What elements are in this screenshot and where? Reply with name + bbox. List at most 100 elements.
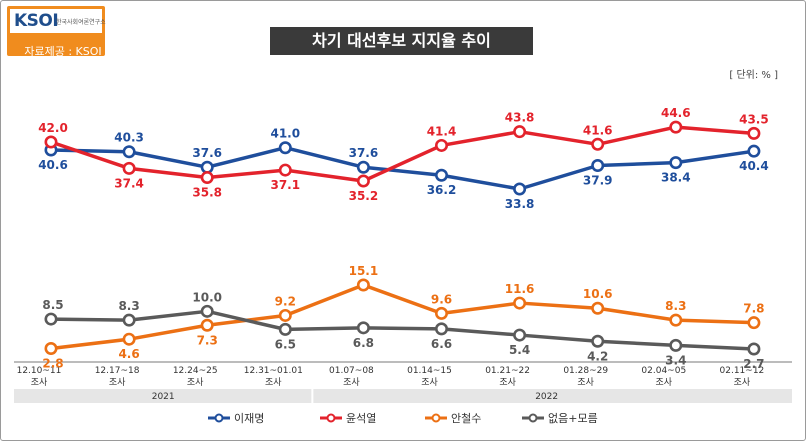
data-label: 8.5 — [42, 298, 63, 312]
data-point — [278, 141, 292, 155]
legend-label: 안철수 — [451, 412, 481, 425]
data-label: 42.0 — [38, 121, 68, 135]
data-label: 35.2 — [349, 189, 379, 203]
data-point — [200, 318, 214, 332]
data-point — [356, 160, 370, 174]
data-label: 37.6 — [192, 146, 222, 160]
legend-label: 윤석열 — [346, 412, 376, 425]
legend-label: 이재명 — [234, 412, 264, 425]
x-tick-sublabel: 조사 — [499, 377, 516, 388]
data-point — [278, 308, 292, 322]
data-point — [356, 278, 370, 292]
data-point — [278, 163, 292, 177]
data-point — [200, 304, 214, 318]
data-label: 36.2 — [427, 183, 457, 197]
data-label: 37.4 — [114, 176, 144, 190]
data-label: 37.1 — [270, 178, 300, 192]
x-tick-label: 02.04~05 — [641, 366, 686, 376]
chart-title: 차기 대선후보 지지율 추이 — [270, 27, 533, 55]
data-point — [434, 306, 448, 320]
data-point — [591, 137, 605, 151]
data-point — [122, 313, 136, 327]
x-tick-sublabel: 조사 — [577, 377, 594, 388]
data-point — [200, 171, 214, 185]
data-point — [356, 321, 370, 335]
logo-badge: KSOI 한국사회여론연구소 자료제공 : KSOI — [7, 6, 106, 58]
data-label: 9.6 — [431, 292, 452, 306]
series-line — [50, 283, 754, 351]
data-label: 5.4 — [509, 343, 530, 357]
data-label: 40.6 — [38, 158, 68, 172]
x-tick-sublabel: 조사 — [187, 377, 204, 388]
data-point — [747, 342, 761, 356]
data-point — [513, 125, 527, 139]
data-point — [669, 120, 683, 134]
data-label: 11.6 — [505, 282, 535, 296]
data-label: 43.5 — [739, 112, 769, 126]
data-label: 35.8 — [192, 186, 222, 200]
data-label: 41.6 — [583, 123, 613, 137]
data-label: 37.9 — [583, 174, 613, 188]
data-point — [122, 332, 136, 346]
unit-label: [ 단위: % ] — [729, 70, 778, 81]
data-label: 7.8 — [743, 302, 764, 316]
data-label: 2.7 — [743, 357, 764, 371]
x-tick-label: 01.07~08 — [329, 366, 374, 376]
data-label: 4.2 — [587, 349, 608, 363]
x-tick-sublabel: 조사 — [421, 377, 438, 388]
data-label: 2.8 — [42, 356, 63, 370]
data-label: 15.1 — [349, 264, 379, 278]
x-tick-label: 12.31~01.01 — [244, 366, 303, 376]
data-point — [747, 144, 761, 158]
data-label: 40.4 — [739, 159, 769, 173]
year-label: 2021 — [152, 392, 175, 402]
x-tick-sublabel: 조사 — [109, 377, 126, 388]
data-label: 10.0 — [192, 290, 222, 304]
data-label: 44.6 — [661, 106, 691, 120]
data-label: 37.6 — [349, 146, 379, 160]
data-point — [44, 341, 58, 355]
data-label: 10.6 — [583, 287, 613, 301]
data-label: 8.3 — [665, 299, 686, 313]
x-tick-label: 12.17~18 — [95, 366, 140, 376]
data-label: 41.4 — [427, 124, 457, 138]
data-point — [513, 296, 527, 310]
x-tick-label: 01.14~15 — [407, 366, 452, 376]
data-label: 43.8 — [505, 111, 535, 125]
x-tick-sublabel: 조사 — [656, 377, 673, 388]
data-point — [747, 126, 761, 140]
data-point — [591, 334, 605, 348]
legend-label: 없음+모름 — [548, 412, 598, 425]
data-point — [278, 322, 292, 336]
x-tick-label: 12.10~11 — [17, 366, 62, 376]
data-point — [434, 168, 448, 182]
year-label: 2022 — [535, 392, 558, 402]
data-label: 9.2 — [275, 294, 296, 308]
year-band — [14, 389, 792, 403]
legend-marker — [326, 413, 336, 423]
x-tick-label: 12.24~25 — [173, 366, 218, 376]
data-point — [591, 159, 605, 173]
data-label: 38.4 — [661, 171, 691, 185]
data-label: 4.6 — [118, 347, 139, 361]
x-tick-sublabel: 조사 — [343, 377, 360, 388]
data-point — [669, 156, 683, 170]
data-point — [513, 328, 527, 342]
series-line — [50, 125, 755, 183]
data-point — [434, 322, 448, 336]
data-label: 6.5 — [275, 337, 296, 351]
data-label: 41.0 — [270, 127, 300, 141]
data-label: 33.8 — [505, 197, 535, 211]
legend-marker — [528, 413, 538, 423]
x-tick-label: 02.11~12 — [720, 366, 765, 376]
data-label: 3.4 — [665, 353, 686, 367]
data-point — [747, 316, 761, 330]
data-point — [356, 174, 370, 188]
x-tick-sublabel: 조사 — [265, 377, 282, 388]
legend-marker — [214, 413, 224, 423]
data-point — [122, 145, 136, 159]
legend-marker — [431, 413, 441, 423]
data-label: 6.6 — [431, 337, 452, 351]
